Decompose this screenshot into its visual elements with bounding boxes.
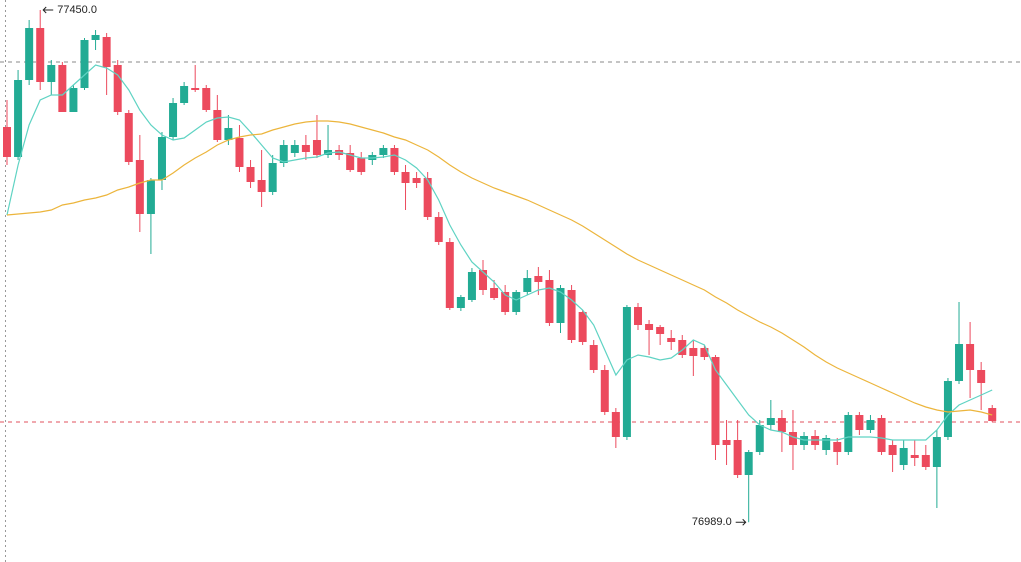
- candle-body: [257, 180, 266, 192]
- candle-body: [622, 307, 631, 437]
- candle-body: [3, 127, 11, 157]
- candle-body: [412, 178, 421, 183]
- candle-body: [578, 312, 587, 342]
- candle-body: [268, 163, 277, 192]
- candle-body: [556, 288, 565, 323]
- candle-body: [423, 178, 432, 217]
- ma-line: [6, 120, 993, 416]
- candle-body: [955, 344, 964, 381]
- candle-body: [80, 40, 89, 88]
- candle-body: [711, 357, 720, 445]
- candle-body: [910, 455, 919, 458]
- candle-body: [124, 113, 133, 162]
- candle-body: [434, 217, 443, 242]
- candle-body: [678, 340, 687, 355]
- candle-body: [224, 128, 233, 140]
- candle-body: [523, 278, 532, 292]
- candle-body: [390, 148, 399, 172]
- candle-body: [69, 88, 78, 112]
- candle-body: [722, 440, 731, 445]
- candle-body: [534, 276, 543, 282]
- candle-body: [346, 153, 355, 170]
- candle-body: [235, 138, 244, 167]
- candle-body: [888, 445, 897, 455]
- candle-body: [479, 270, 488, 290]
- candle-body: [113, 65, 122, 112]
- candle-body: [866, 420, 875, 430]
- max-label: 77450.0: [57, 4, 97, 16]
- candle-body: [91, 35, 100, 40]
- candle-body: [932, 437, 941, 467]
- candle-body: [36, 28, 45, 82]
- candle-body: [777, 418, 786, 432]
- candle-body: [545, 280, 554, 323]
- candle-body: [943, 381, 952, 437]
- candle-body: [202, 88, 211, 110]
- candle-body: [855, 415, 864, 430]
- candle-body: [589, 345, 598, 370]
- candle-body: [490, 288, 499, 298]
- candle-body: [656, 327, 665, 334]
- min-label: 76989.0: [692, 516, 732, 528]
- candle-body: [844, 415, 853, 452]
- candle-body: [14, 80, 23, 157]
- candle-body: [921, 455, 930, 467]
- candle-body: [301, 145, 310, 152]
- candle-body: [733, 440, 742, 475]
- candle-body: [822, 438, 831, 450]
- candle-body: [899, 448, 908, 465]
- candle-body: [456, 297, 465, 308]
- candle-body: [246, 167, 255, 182]
- candle-body: [102, 37, 111, 67]
- candle-body: [512, 292, 521, 312]
- candle-body: [766, 418, 775, 425]
- candle-body: [977, 370, 986, 383]
- candle-body: [700, 348, 709, 357]
- candle-body: [445, 242, 454, 308]
- candle-body: [467, 272, 476, 300]
- candle-body: [58, 65, 67, 112]
- candle-body: [567, 290, 576, 340]
- candle-body: [788, 432, 797, 445]
- candle-body: [25, 28, 34, 80]
- candle-body: [633, 307, 642, 325]
- candle-body: [312, 140, 321, 155]
- candle-body: [611, 412, 620, 437]
- candle-body: [180, 86, 189, 103]
- candle-body: [645, 324, 654, 330]
- candle-body: [689, 348, 698, 356]
- candle-body: [966, 344, 975, 370]
- candle-body: [755, 425, 764, 452]
- candle-body: [157, 137, 166, 180]
- candle-body: [833, 442, 842, 452]
- candle-body: [135, 160, 144, 214]
- candle-body: [501, 292, 510, 312]
- candle-body: [191, 88, 200, 90]
- candle-body: [667, 338, 676, 342]
- candle-body: [169, 103, 178, 137]
- candle-body: [379, 148, 388, 155]
- candle-body: [213, 110, 222, 140]
- candle-body: [877, 418, 886, 452]
- arrow: [735, 518, 747, 526]
- candle-body: [290, 145, 299, 153]
- candle-body: [279, 145, 288, 163]
- candle-body: [357, 158, 366, 172]
- candle-body: [47, 65, 56, 82]
- arrow: [42, 6, 54, 14]
- candle-body: [401, 172, 410, 183]
- candle-body: [744, 452, 753, 475]
- candle-body: [600, 370, 609, 412]
- ma-line: [6, 64, 993, 441]
- candle-body: [146, 180, 155, 214]
